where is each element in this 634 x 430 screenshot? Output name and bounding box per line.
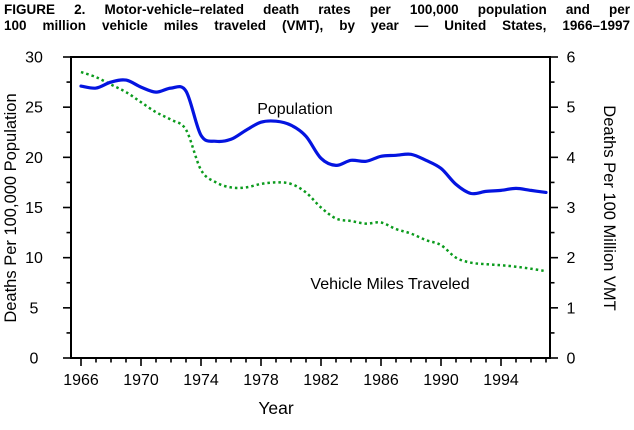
y-right-tick-label: 1 [567,300,576,317]
x-tick-label: 1986 [363,372,399,389]
x-axis-title: Year [258,398,294,418]
y-right-tick-label: 4 [567,150,576,167]
x-tick-label: 1978 [243,372,279,389]
y-left-tick-label: 0 [30,351,39,368]
y-right-axis-title: Deaths Per 100 Million VMT [600,105,618,310]
y-right-tick-label: 6 [567,50,576,67]
y-left-tick-label: 25 [25,100,43,117]
population-series-label: Population [257,101,333,118]
y-left-tick-label: 10 [25,250,43,267]
figure-title-line2: 100 million vehicle miles traveled (VMT)… [4,17,630,33]
y-left-tick-label: 5 [30,300,39,317]
x-tick-label: 1966 [63,372,99,389]
x-tick-label: 1994 [483,372,519,389]
y-left-tick-label: 20 [25,150,43,167]
y-right-tick-label: 2 [567,250,576,267]
y-right-tick-label: 5 [567,100,576,117]
y-left-tick-label: 30 [25,50,43,67]
x-tick-label: 1982 [303,372,339,389]
figure-title-line1: FIGURE 2. Motor-vehicle–related death ra… [4,2,630,17]
y-left-tick-label: 15 [25,200,43,217]
vmt-series-label: Vehicle Miles Traveled [310,276,469,293]
population-line [79,78,548,196]
x-tick-label: 1970 [123,372,159,389]
x-tick-label: 1974 [183,372,219,389]
axes: 1966 1970 1974 1978 1982 1986 1990 199405101520… [25,50,575,390]
figure-title: FIGURE 2. Motor-vehicle–related death ra… [4,2,630,33]
x-tick-label: 1990 [423,372,459,389]
y-right-tick-label: 3 [567,200,576,217]
vmt-line [80,70,547,273]
y-left-axis-title: Deaths Per 100,000 Population [2,93,20,322]
y-right-tick-label: 0 [567,351,576,368]
